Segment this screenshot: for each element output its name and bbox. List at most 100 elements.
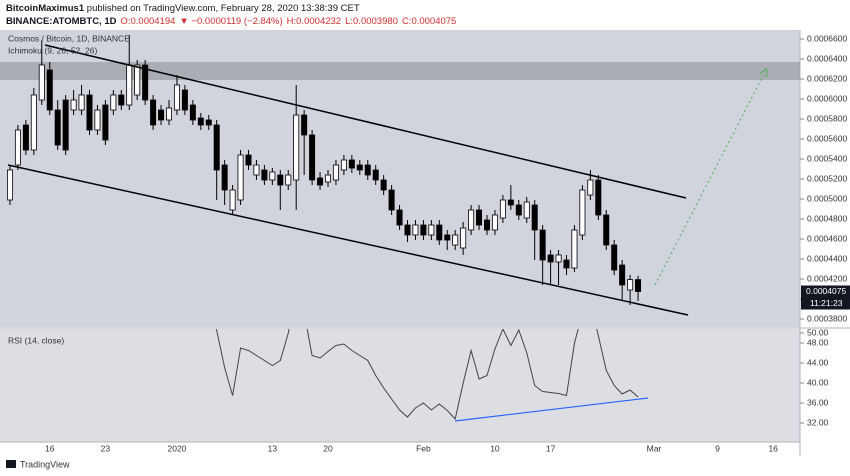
candle-body: [213, 124, 220, 171]
candle-body: [158, 109, 165, 121]
candle-body: [595, 179, 602, 216]
y-tick-label: 0.0006200: [807, 73, 847, 83]
candles: [7, 35, 642, 305]
indicator-label: Ichimoku (9, 26, 52, 26): [8, 45, 97, 55]
candle-body: [86, 94, 93, 131]
y-tick-label: 0.0006600: [807, 33, 847, 43]
y-tick-label: 0.0004600: [807, 233, 847, 243]
resistance-zone: [0, 62, 800, 80]
candle-body: [396, 209, 403, 226]
quote-line: BINANCE:ATOMBTC, 1D O:0.0004194 ▼ −0.00001…: [6, 15, 456, 28]
candle-body: [94, 109, 101, 131]
x-tick-label: 16: [768, 443, 778, 453]
candle-body: [460, 227, 467, 249]
candle-body: [436, 224, 443, 241]
candle-body: [579, 189, 586, 236]
y-tick-label: 0.0006400: [807, 53, 847, 63]
candle-body: [102, 104, 109, 141]
candle-body: [189, 104, 196, 121]
channel-bottom: [7, 164, 689, 316]
candle-body: [444, 234, 451, 241]
candle-body: [428, 224, 435, 236]
last-price-box: [801, 285, 850, 298]
quote-item: C:0.0004075: [401, 16, 457, 27]
candle-body: [587, 179, 594, 196]
candle-body: [348, 159, 355, 169]
y-tick-label: 0.0005800: [807, 113, 847, 123]
candle-body: [603, 214, 610, 246]
quote-item: L:0.0003980: [345, 16, 398, 27]
candle-body: [181, 89, 188, 111]
logo-icon: [6, 460, 16, 468]
candle-body: [476, 209, 483, 226]
candle-body: [285, 174, 292, 186]
candle-body: [277, 174, 284, 186]
marks: [7, 35, 642, 421]
candle-body: [309, 134, 316, 181]
x-tick-label: 23: [101, 443, 111, 453]
candle-body: [237, 154, 244, 201]
candle-body: [380, 179, 387, 191]
candle-body: [499, 199, 506, 219]
y-tick-label: 0.0004200: [807, 273, 847, 283]
candle-body: [523, 201, 530, 219]
candle-body: [555, 254, 562, 263]
candle-body: [173, 84, 180, 111]
publish-line: BitcoinMaximus1 published on TradingView…: [6, 2, 456, 15]
symbol: BINANCE:ATOMBTC, 1D: [6, 16, 117, 27]
y-tick-label: 0.0006000: [807, 93, 847, 103]
channel-top: [44, 44, 687, 199]
candle-body: [269, 171, 276, 181]
y-tick-label: 36.00: [807, 397, 829, 407]
candle-body: [126, 64, 133, 106]
candle-body: [324, 174, 331, 183]
rsi-trendline: [454, 397, 649, 422]
y-tick-label: 0.0005400: [807, 153, 847, 163]
candle-body: [293, 114, 300, 181]
candle-body: [547, 254, 554, 263]
y-tick-label: 40.00: [807, 377, 829, 387]
x-tick-label: 10: [490, 443, 500, 453]
candle-body: [332, 164, 339, 181]
candle-body: [491, 214, 498, 231]
candle-body: [54, 109, 61, 146]
candle-body: [134, 64, 141, 96]
candle-body: [515, 204, 522, 216]
candle-body: [142, 64, 149, 101]
y-tick-label: 44.00: [807, 357, 829, 367]
y-tick-label: 0.0004800: [807, 213, 847, 223]
y-tick-label: 50.00: [807, 327, 829, 337]
candle-body: [46, 69, 53, 111]
candle-body: [229, 189, 236, 211]
rsi-pane: [0, 329, 800, 442]
y-tick-label: 48.00: [807, 337, 829, 347]
candle-body: [611, 244, 618, 271]
candle-body: [7, 169, 13, 201]
candle-body: [110, 94, 117, 111]
main-title: Cosmos / Bitcoin, 1D, BINANCE: [8, 33, 130, 43]
candle-body: [452, 234, 459, 246]
candle-body: [507, 199, 514, 206]
candle-body: [531, 204, 538, 231]
candle-body: [364, 164, 371, 176]
candle-body: [78, 94, 85, 111]
countdown-label: 11:21:23: [810, 298, 843, 308]
y-tick-label: 0.0003800: [807, 313, 847, 323]
candle-body: [118, 94, 125, 106]
candle-body: [317, 177, 324, 186]
x-tick-label: 13: [268, 443, 278, 453]
candle-body: [150, 99, 157, 126]
drawings: [7, 44, 765, 422]
candle-body: [635, 279, 642, 292]
candle-body: [30, 94, 37, 151]
candle-body: [70, 99, 77, 111]
logo-text: TradingView: [20, 459, 70, 469]
candle-body: [372, 169, 379, 181]
x-tick-label: 17: [546, 443, 556, 453]
candle-body: [420, 224, 427, 236]
x-tick-label: 16: [45, 443, 55, 453]
candle-body: [468, 209, 475, 231]
candle-body: [221, 164, 228, 191]
y-tick-label: 32.00: [807, 417, 829, 427]
candle-body: [261, 169, 268, 181]
